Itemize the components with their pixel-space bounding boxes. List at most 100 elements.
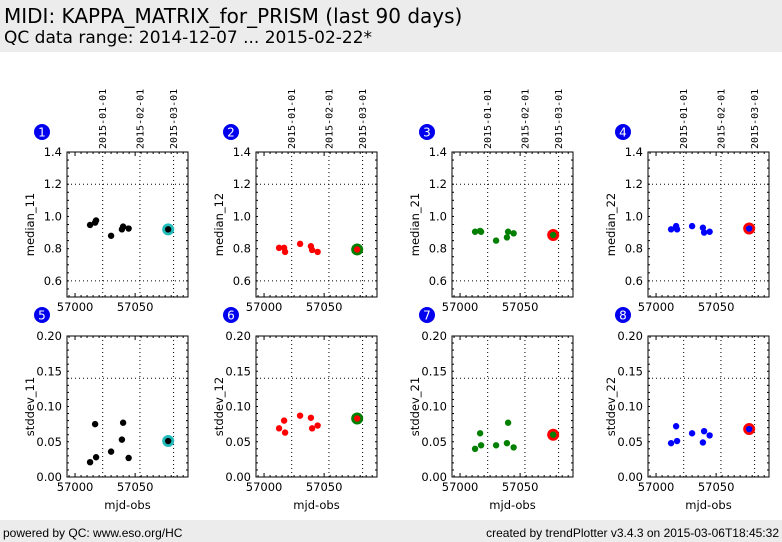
- scatter-panel-4: 4 0.6 0.8 1.0 1.2 1.4 57000 57050 2015-01-01 2015…: [604, 89, 770, 314]
- x-tick-label: 57000: [638, 300, 675, 314]
- data-point: [477, 442, 485, 449]
- y-tick-label: 0.6: [44, 274, 62, 288]
- data-point: [672, 423, 680, 430]
- x-tick-label: 57000: [638, 480, 675, 494]
- date-tick-label: 2015-02-01: [135, 89, 146, 149]
- y-tick-label: 0.05: [421, 435, 447, 449]
- y-tick-label: 1.2: [429, 177, 447, 191]
- panel-number-badge: [34, 307, 50, 323]
- panel-number-label: 3: [423, 126, 431, 140]
- x-axis-label: mjd-obs: [293, 498, 339, 512]
- y-tick-label: 0.10: [421, 400, 447, 414]
- header: MIDI: KAPPA_MATRIX_for_PRISM (last 90 da…: [0, 0, 782, 52]
- x-tick-label: 57000: [246, 300, 283, 314]
- panel-number-badge: [223, 124, 239, 140]
- y-tick-label: 0.05: [36, 435, 62, 449]
- data-point: [700, 229, 708, 236]
- data-point: [549, 431, 557, 438]
- date-tick-label: 2015-01-01: [679, 89, 690, 149]
- data-point: [504, 228, 512, 235]
- y-tick-label: 0.15: [36, 364, 62, 378]
- data-point: [699, 224, 707, 231]
- data-point: [673, 226, 681, 233]
- panel-number-badge: [615, 124, 631, 140]
- data-point: [164, 437, 172, 445]
- y-tick-label: 0.20: [225, 329, 251, 343]
- y-tick-label: 0.8: [44, 242, 62, 256]
- data-point: [745, 225, 753, 232]
- panel-number-label: 7: [423, 309, 431, 323]
- x-tick-label: 57050: [117, 480, 154, 494]
- data-point: [119, 223, 127, 230]
- data-point: [667, 226, 675, 233]
- data-point: [353, 246, 361, 253]
- panel-number-badge: [34, 124, 50, 140]
- data-point: [107, 448, 115, 455]
- y-tick-label: 1.4: [44, 145, 62, 159]
- data-point: [118, 436, 126, 443]
- y-tick-label: 1.4: [429, 145, 447, 159]
- data-point: [125, 225, 132, 232]
- y-axis-label: median_21: [408, 193, 422, 257]
- scatter-panel-1: 1 0.6 0.8 1.0 1.2 1.4 57000 57050 2015-01-01 2015…: [23, 89, 189, 314]
- data-point: [549, 231, 557, 239]
- axes-frame: [647, 335, 770, 478]
- data-point: [667, 439, 675, 447]
- y-tick-label: 1.0: [44, 209, 62, 223]
- y-tick-label: 0.10: [36, 400, 62, 414]
- panel-number-label: 6: [227, 309, 235, 323]
- panel-number-label: 8: [619, 309, 627, 323]
- x-tick-label: 57050: [306, 480, 343, 494]
- y-tick-label: 0.8: [625, 242, 643, 256]
- data-point: [275, 244, 283, 252]
- x-tick-label: 57000: [246, 480, 283, 494]
- y-tick-label: 0.8: [233, 242, 251, 256]
- y-tick-label: 0.20: [421, 329, 447, 343]
- date-tick-label: 2015-03-01: [750, 89, 761, 149]
- data-point: [308, 246, 316, 254]
- data-point: [700, 427, 708, 435]
- axes-frame: [255, 335, 378, 478]
- data-point: [275, 425, 283, 432]
- footer: powered by QC: www.eso.org/HC created by…: [0, 520, 782, 542]
- y-axis-label: stddev_12: [212, 377, 226, 436]
- y-axis-label: median_12: [212, 193, 226, 257]
- panel-number-label: 2: [227, 126, 235, 140]
- date-tick-label: 2015-03-01: [358, 89, 369, 149]
- data-point: [91, 420, 99, 428]
- panel-number-label: 4: [619, 126, 627, 140]
- date-tick-label: 2015-01-01: [98, 89, 109, 149]
- scatter-panel-6: 6 0.00 0.05 0.10 0.15 0.20 57000 57050 stddev_12…: [212, 307, 378, 512]
- y-tick-label: 0.15: [421, 364, 447, 378]
- y-tick-label: 1.0: [429, 209, 447, 223]
- y-tick-label: 0.05: [225, 435, 251, 449]
- data-point: [296, 412, 304, 419]
- y-tick-label: 0.6: [429, 274, 447, 288]
- x-tick-label: 57000: [442, 480, 479, 494]
- panel-number-label: 5: [38, 309, 46, 323]
- y-tick-label: 0.00: [617, 470, 643, 484]
- y-tick-label: 0.00: [421, 470, 447, 484]
- panel-number-badge: [419, 307, 435, 323]
- data-point: [510, 444, 517, 451]
- y-tick-label: 0.10: [617, 400, 643, 414]
- date-tick-label: 2015-02-01: [324, 89, 335, 149]
- data-point: [92, 217, 100, 224]
- x-tick-label: 57050: [502, 480, 539, 494]
- scatter-panel-7: 7 0.00 0.05 0.10 0.15 0.20 57000 57050 stddev_21…: [408, 307, 574, 512]
- data-point: [164, 226, 172, 233]
- axes-frame: [451, 335, 574, 478]
- y-tick-label: 1.2: [44, 177, 62, 191]
- panel-number-badge: [615, 307, 631, 323]
- y-tick-label: 0.10: [225, 400, 251, 414]
- date-tick-label: 2015-01-01: [483, 89, 494, 149]
- x-tick-label: 57000: [57, 480, 94, 494]
- y-tick-label: 1.2: [233, 177, 251, 191]
- x-axis-label: mjd-obs: [104, 498, 150, 512]
- data-point: [471, 228, 479, 235]
- data-point: [706, 228, 713, 235]
- data-point: [281, 248, 289, 256]
- data-point: [314, 248, 321, 256]
- y-tick-label: 0.6: [625, 274, 643, 288]
- axes-frame: [255, 151, 378, 298]
